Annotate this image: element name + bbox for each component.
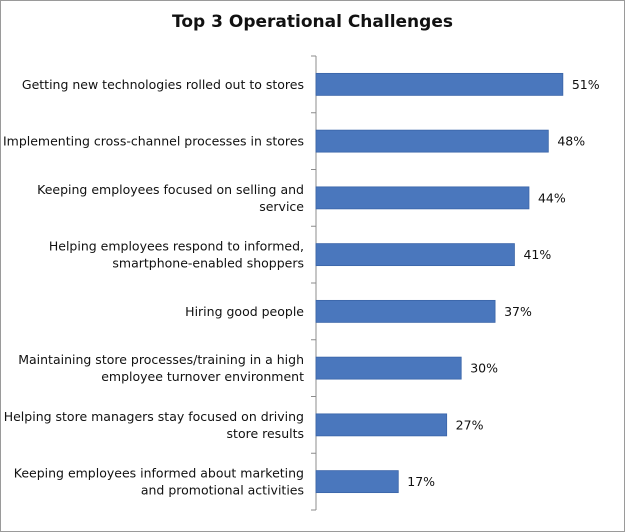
data-label: 44% bbox=[538, 190, 566, 205]
category-label: Maintaining store processes/training in … bbox=[18, 352, 304, 367]
data-label: 27% bbox=[456, 417, 484, 432]
bar bbox=[315, 129, 549, 153]
bar bbox=[315, 186, 530, 210]
bar bbox=[315, 243, 515, 267]
category-label: Hiring good people bbox=[185, 304, 304, 319]
category-label: store results bbox=[227, 426, 304, 441]
bar bbox=[315, 413, 448, 437]
category-label: Helping employees respond to informed, bbox=[49, 239, 304, 254]
category-label: Helping store managers stay focused on d… bbox=[4, 409, 304, 424]
data-label: 17% bbox=[407, 474, 435, 489]
bar bbox=[315, 470, 399, 494]
category-label: smartphone-enabled shoppers bbox=[112, 256, 304, 271]
data-label: 51% bbox=[572, 77, 600, 92]
bar bbox=[315, 299, 496, 323]
category-label: employee turnover environment bbox=[101, 369, 304, 384]
data-label: 48% bbox=[557, 134, 585, 149]
category-label: Keeping employees focused on selling and bbox=[37, 182, 304, 197]
bar bbox=[315, 72, 564, 96]
category-label: Getting new technologies rolled out to s… bbox=[22, 77, 304, 92]
data-label: 37% bbox=[504, 304, 532, 319]
category-label: Implementing cross-channel processes in … bbox=[3, 134, 304, 149]
bar bbox=[315, 356, 462, 380]
category-label: and promotional activities bbox=[141, 483, 304, 498]
data-label: 41% bbox=[523, 247, 551, 262]
category-label: service bbox=[259, 199, 304, 214]
category-label: Keeping employees informed about marketi… bbox=[14, 466, 304, 481]
chart-title: Top 3 Operational Challenges bbox=[172, 12, 453, 32]
data-label: 30% bbox=[470, 361, 498, 376]
